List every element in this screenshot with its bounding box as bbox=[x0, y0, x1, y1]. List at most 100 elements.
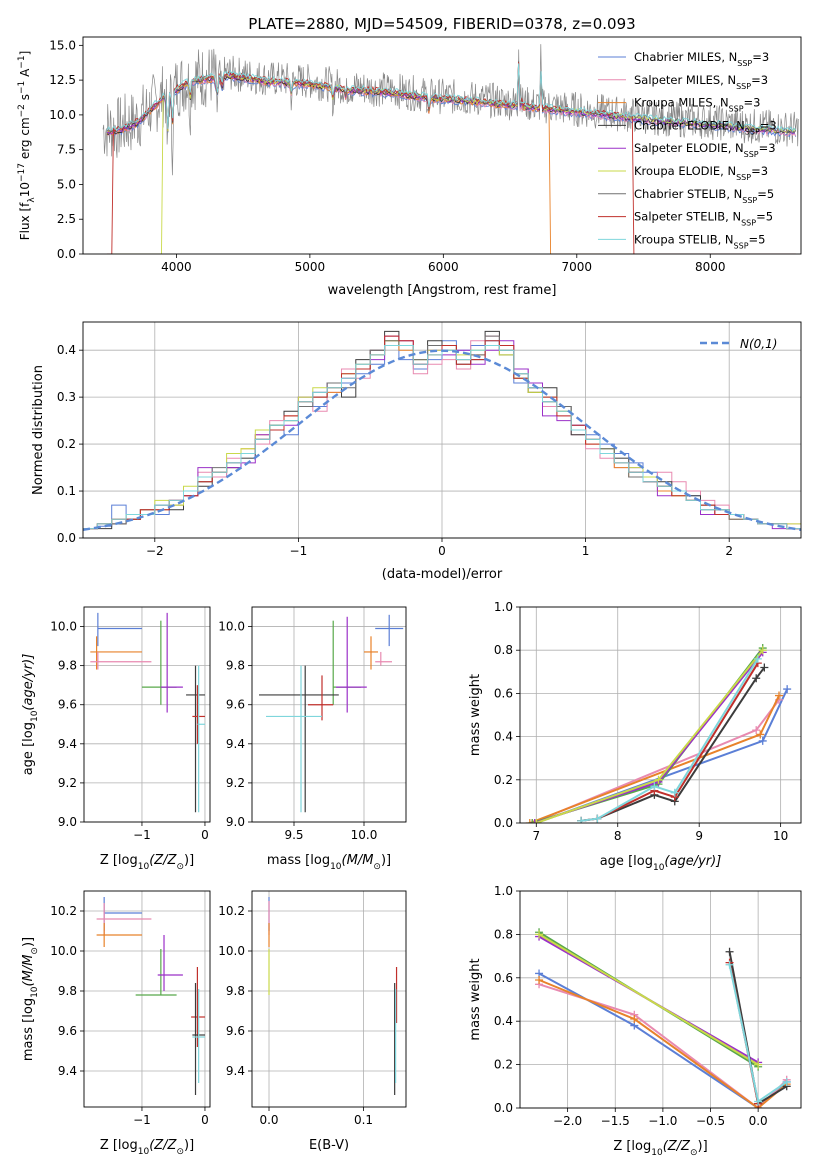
panel-spectrum: 4000 5000 6000 7000 8000 0.0 2.5 5.0 7.5 10.0 12.5… bbox=[17, 36, 802, 298]
error-bar-point bbox=[191, 967, 205, 1047]
y-tick-label: 10.0 bbox=[50, 620, 77, 634]
axes-frame bbox=[82, 36, 802, 255]
plus-marker bbox=[532, 819, 541, 823]
label-part: (Z/Z bbox=[663, 1139, 691, 1154]
plot-area bbox=[259, 614, 404, 813]
label-part: age [log bbox=[21, 722, 36, 775]
y-tick-label: 10.0 bbox=[49, 108, 76, 122]
x-axis-label: Z [log10(Z/Z⊙)] bbox=[613, 1139, 707, 1158]
label-part: age [log bbox=[600, 854, 653, 869]
label-part: )] bbox=[381, 853, 391, 868]
plus-marker bbox=[758, 736, 767, 745]
plus-marker bbox=[753, 654, 762, 663]
x-tick-label: 4000 bbox=[161, 260, 192, 274]
axes-frame bbox=[83, 606, 211, 823]
error-bar-point bbox=[375, 614, 404, 647]
legend-value: =3 bbox=[744, 96, 761, 110]
axes-frame bbox=[251, 606, 407, 823]
legend-name: Salpeter ELODIE, N bbox=[634, 141, 744, 155]
legend-entry: Chabrier STELIB, NSSP=5 bbox=[634, 187, 774, 205]
x-tick-label: 9 bbox=[695, 829, 703, 843]
label-part: −2 bbox=[17, 104, 27, 117]
label-part: (age/yr)] bbox=[21, 654, 36, 711]
plus-marker bbox=[756, 730, 765, 739]
axes-frame bbox=[251, 890, 407, 1108]
plus-marker bbox=[670, 788, 679, 797]
panel-mass_vs_EBV: 0.0 0.1 9.4 9.6 9.8 10.0 10.2 E(B-V) bbox=[218, 890, 407, 1153]
label-part: −1 bbox=[17, 81, 27, 94]
legend-entry: Salpeter MILES, NSSP=3 bbox=[634, 73, 768, 91]
plus-marker bbox=[535, 930, 544, 939]
y-tick-label: 9.6 bbox=[226, 698, 245, 712]
plus-marker bbox=[593, 814, 602, 823]
y-tick-label: 0.0 bbox=[57, 247, 76, 261]
x-axis-label: wavelength [Angstrom, rest frame] bbox=[328, 283, 557, 298]
error-bar-point bbox=[192, 989, 205, 1083]
legend-sub: SSP bbox=[737, 59, 752, 68]
y-tick-label: 9.6 bbox=[58, 698, 77, 712]
plus-marker bbox=[775, 691, 784, 700]
x-tick-label: 1 bbox=[582, 544, 590, 558]
y-tick-label: 0.8 bbox=[494, 643, 513, 657]
y-tick-label: 0.3 bbox=[57, 390, 76, 404]
x-tick-label: 6000 bbox=[428, 260, 459, 274]
mass-weight-series bbox=[538, 933, 759, 1066]
plus-marker bbox=[577, 816, 586, 823]
model-spectrum bbox=[107, 64, 797, 254]
error-bar-point bbox=[160, 612, 183, 713]
gridlines bbox=[520, 606, 801, 824]
panels: 4000 5000 6000 7000 80000.02.55.07.510.012.5… bbox=[17, 36, 802, 1158]
x-tick-label: 10 bbox=[773, 829, 788, 843]
y-tick-label: 10.0 bbox=[218, 944, 245, 958]
x-axis-label: mass [log10(M/M⊙)] bbox=[267, 853, 391, 872]
y-tick-label: 0.2 bbox=[57, 437, 76, 451]
y-tick-label: 9.8 bbox=[226, 984, 245, 998]
figure-title: PLATE=2880, MJD=54509, FIBERID=0378, z=0… bbox=[248, 15, 635, 33]
label-part: )] bbox=[184, 853, 194, 868]
plus-marker bbox=[760, 663, 769, 672]
x-tick-label: 10.0 bbox=[351, 828, 378, 842]
axes-frame bbox=[519, 606, 802, 824]
legend-value: =5 bbox=[749, 232, 766, 246]
x-axis-label: Z [log10(Z/Z⊙)] bbox=[100, 853, 194, 872]
legend-sub: SSP bbox=[744, 150, 759, 159]
label-part: )] bbox=[698, 1139, 708, 1154]
x-tick-label: 8000 bbox=[695, 260, 726, 274]
y-tick-label: 0.0 bbox=[494, 1101, 513, 1115]
plus-marker bbox=[752, 674, 761, 683]
model-spectrum bbox=[107, 62, 796, 254]
plus-marker bbox=[758, 646, 767, 655]
axes-frame bbox=[83, 890, 211, 1108]
legend-sub: SSP bbox=[729, 104, 744, 113]
plus-marker bbox=[754, 1060, 763, 1069]
y-tick-label: 9.4 bbox=[226, 737, 245, 751]
error-bar-point bbox=[375, 651, 392, 666]
gridlines bbox=[252, 607, 406, 823]
error-bar-point bbox=[336, 616, 367, 713]
x-tick-label: −0.5 bbox=[696, 1114, 725, 1128]
axes-frame bbox=[82, 321, 802, 539]
x-tick-label: 0.0 bbox=[259, 1113, 278, 1127]
plot-area bbox=[96, 897, 205, 1095]
x-axis-label: age [log10(age/yr)] bbox=[600, 854, 722, 873]
label-part: 10 bbox=[138, 862, 150, 872]
error-bar-point bbox=[103, 897, 142, 931]
y-tick-label: 0.8 bbox=[494, 927, 513, 941]
label-part: erg cm bbox=[18, 117, 32, 163]
legend-entry: Kroupa STELIB, NSSP=5 bbox=[634, 232, 765, 250]
y-tick-label: 9.4 bbox=[58, 737, 77, 751]
gaussian-curve bbox=[83, 349, 801, 531]
axes-frame bbox=[519, 890, 802, 1109]
legend-value: =3 bbox=[751, 164, 768, 178]
plus-marker bbox=[783, 685, 792, 694]
label-part: A bbox=[18, 68, 32, 81]
y-axis-label: Normed distribution bbox=[31, 365, 46, 495]
error-bar-point bbox=[266, 665, 322, 813]
label-part: ⊙ bbox=[373, 862, 381, 872]
x-tick-label: 5000 bbox=[295, 260, 326, 274]
legend-name: Kroupa ELODIE, N bbox=[634, 164, 736, 178]
y-tick-label: 9.0 bbox=[58, 815, 77, 829]
mass-weight-series bbox=[531, 699, 780, 823]
legend-name: Chabrier STELIB, N bbox=[634, 187, 742, 201]
